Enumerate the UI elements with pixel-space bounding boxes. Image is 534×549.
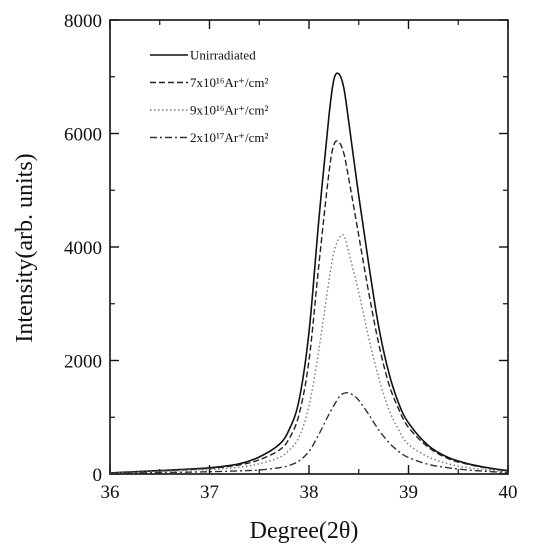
x-tick-label: 40	[499, 482, 518, 503]
x-tick-label: 39	[399, 482, 418, 503]
y-tick-label: 4000	[64, 238, 102, 259]
legend-label-1: Unirradiated	[190, 48, 256, 63]
y-tick-label: 6000	[64, 125, 102, 146]
x-tick-label: 38	[300, 482, 319, 503]
y-tick-label: 2000	[64, 352, 102, 373]
y-tick-label: 8000	[64, 11, 102, 32]
legend: Unirradiated 7x10¹⁶Ar⁺/cm² 9x10¹⁶Ar⁺/cm² 2x…	[150, 48, 269, 145]
legend-label-3: 9x10¹⁶Ar⁺/cm²	[190, 103, 269, 118]
series-line-4	[109, 391, 509, 475]
series-line-3	[109, 234, 509, 474]
series-line-2	[109, 140, 509, 474]
y-tick-label: 0	[93, 465, 103, 486]
legend-label-4: 2x10¹⁷Ar⁺/cm²	[190, 130, 269, 145]
x-axis-title: Degree(2θ)	[250, 518, 359, 544]
y-axis-title: Intensity(arb. units)	[12, 153, 38, 342]
x-tick-label: 36	[101, 482, 120, 503]
series-group	[109, 72, 509, 475]
axes: 36 37 38 39 40 0 2000 4000 6000 8000	[64, 11, 518, 503]
x-tick-label: 37	[200, 482, 219, 503]
series-line-1	[109, 72, 509, 474]
legend-label-2: 7x10¹⁶Ar⁺/cm²	[190, 75, 269, 90]
